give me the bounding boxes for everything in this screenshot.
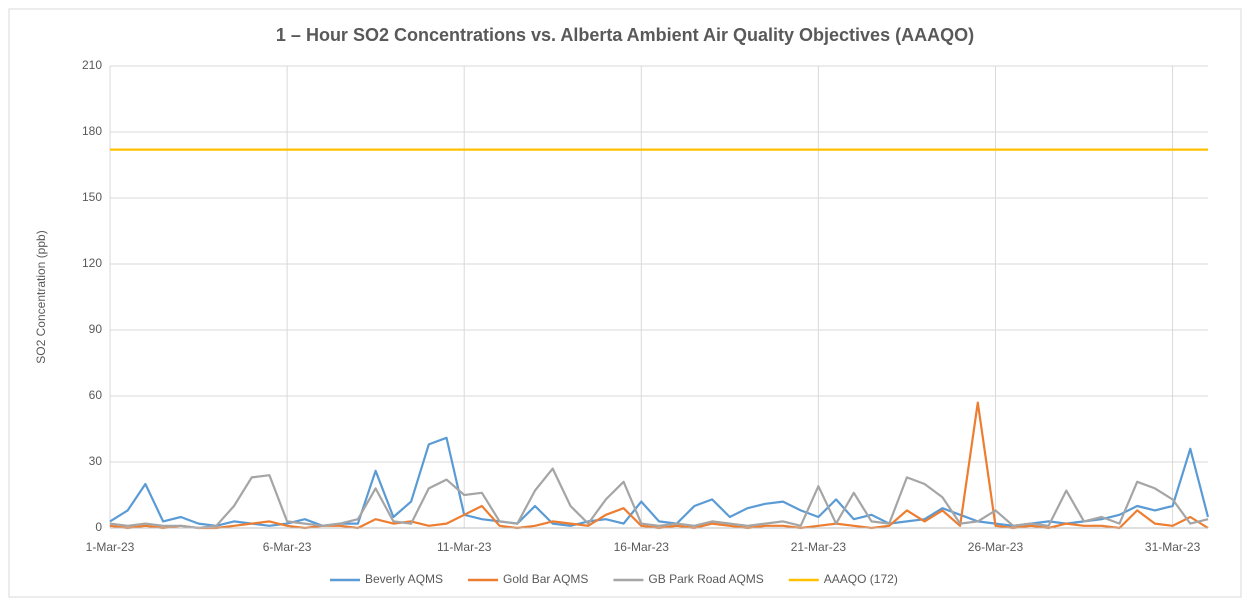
series-line — [109, 467, 1209, 530]
legend-label: Gold Bar AQMS — [503, 572, 588, 586]
y-tick-label: 150 — [82, 190, 102, 204]
legend-label: Beverly AQMS — [365, 572, 443, 586]
y-tick-label: 90 — [89, 322, 103, 336]
y-tick-label: 210 — [82, 58, 102, 72]
chart-frame — [8, 8, 1242, 598]
y-tick-label: 60 — [89, 388, 103, 402]
y-tick-label: 0 — [95, 520, 102, 534]
x-tick-label: 21-Mar-23 — [791, 540, 847, 554]
y-tick-label: 30 — [89, 454, 103, 468]
chart-title: 1 – Hour SO2 Concentrations vs. Alberta … — [276, 25, 974, 45]
y-axis-label: SO2 Concentration (ppb) — [34, 230, 48, 363]
legend-label: AAAQO (172) — [824, 572, 898, 586]
x-tick-label: 26-Mar-23 — [968, 540, 1024, 554]
x-tick-label: 6-Mar-23 — [263, 540, 312, 554]
y-tick-label: 120 — [82, 256, 102, 270]
x-tick-label: 16-Mar-23 — [614, 540, 670, 554]
x-tick-label: 11-Mar-23 — [437, 540, 492, 554]
y-tick-label: 180 — [82, 124, 102, 138]
legend-label: GB Park Road AQMS — [648, 572, 763, 586]
x-tick-label: 31-Mar-23 — [1145, 540, 1201, 554]
x-tick-label: 1-Mar-23 — [86, 540, 135, 554]
